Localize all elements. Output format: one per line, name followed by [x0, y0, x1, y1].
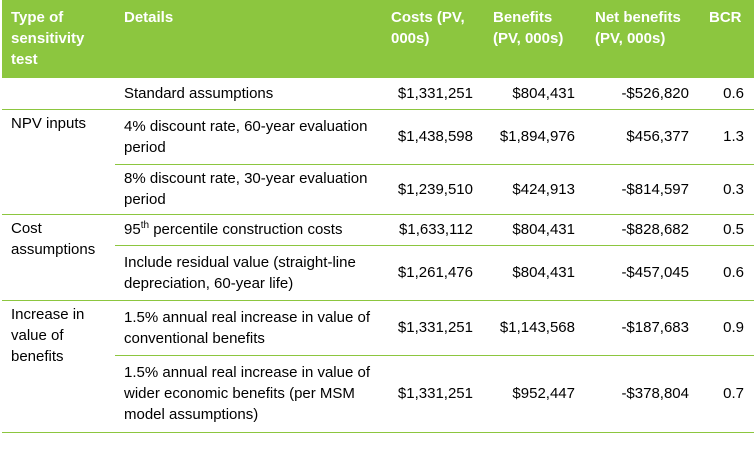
table-row: Standard assumptions $1,331,251 $804,431… [2, 78, 754, 110]
table-row: 8% discount rate, 30-year evaluation per… [2, 164, 754, 215]
costs-cell: $1,261,476 [381, 245, 483, 301]
table-row: Include residual value (straight-line de… [2, 245, 754, 301]
costs-cell: $1,331,251 [381, 78, 483, 110]
details-cell: Standard assumptions [115, 78, 381, 110]
sensitivity-table: Type of sensitivity test Details Costs (… [2, 0, 754, 433]
costs-cell: $1,331,251 [381, 300, 483, 356]
table-row: Cost assumptions 95th percentile constru… [2, 214, 754, 301]
benefits-cell: $804,431 [483, 78, 585, 110]
details-prefix: 95 [124, 221, 141, 238]
costs-cell: $1,239,510 [381, 164, 483, 215]
table-row: NPV inputs 4% discount rate, 60-year eva… [2, 109, 754, 215]
net-benefits-cell: -$828,682 [585, 214, 699, 246]
costs-cell: $1,633,112 [381, 214, 483, 246]
details-cell: 95th percentile construction costs [115, 214, 381, 246]
details-cell: 8% discount rate, 30-year evaluation per… [115, 164, 381, 215]
header-row: Type of sensitivity test Details Costs (… [2, 0, 754, 78]
details-cell: Include residual value (straight-line de… [115, 245, 381, 301]
group-cell: Cost assumptions [2, 214, 115, 301]
table-row: 1.5% annual real increase in value of wi… [2, 355, 754, 433]
benefits-cell: $424,913 [483, 164, 585, 215]
header-details: Details [115, 0, 381, 78]
net-benefits-cell: -$187,683 [585, 300, 699, 356]
details-superscript: th [140, 220, 150, 231]
bcr-cell: 0.6 [699, 78, 754, 110]
details-text: percentile construction costs [149, 221, 343, 238]
net-benefits-cell: -$378,804 [585, 355, 699, 433]
benefits-cell: $952,447 [483, 355, 585, 433]
benefits-cell: $804,431 [483, 245, 585, 301]
bcr-cell: 0.9 [699, 300, 754, 356]
benefits-cell: $1,143,568 [483, 300, 585, 356]
header-costs: Costs (PV, 000s) [381, 0, 483, 78]
net-benefits-cell: -$457,045 [585, 245, 699, 301]
net-benefits-cell: -$814,597 [585, 164, 699, 215]
details-cell: 4% discount rate, 60-year evaluation per… [115, 109, 381, 165]
header-bcr: BCR [699, 0, 754, 78]
header-type: Type of sensitivity test [2, 0, 115, 78]
details-cell: 1.5% annual real increase in value of wi… [115, 355, 381, 433]
details-cell: 1.5% annual real increase in value of co… [115, 300, 381, 356]
bcr-cell: 0.3 [699, 164, 754, 215]
group-cell: NPV inputs [2, 109, 115, 215]
table-row: Increase in value of benefits 1.5% annua… [2, 300, 754, 433]
bcr-cell: 0.5 [699, 214, 754, 246]
bcr-cell: 0.6 [699, 245, 754, 301]
net-benefits-cell: $456,377 [585, 109, 699, 165]
header-net-benefits: Net benefits (PV, 000s) [585, 0, 699, 78]
costs-cell: $1,438,598 [381, 109, 483, 165]
costs-cell: $1,331,251 [381, 355, 483, 433]
header-benefits: Benefits (PV, 000s) [483, 0, 585, 78]
group-cell: Increase in value of benefits [2, 300, 115, 433]
group-cell [2, 78, 115, 110]
benefits-cell: $1,894,976 [483, 109, 585, 165]
bcr-cell: 1.3 [699, 109, 754, 165]
benefits-cell: $804,431 [483, 214, 585, 246]
net-benefits-cell: -$526,820 [585, 78, 699, 110]
bcr-cell: 0.7 [699, 355, 754, 433]
